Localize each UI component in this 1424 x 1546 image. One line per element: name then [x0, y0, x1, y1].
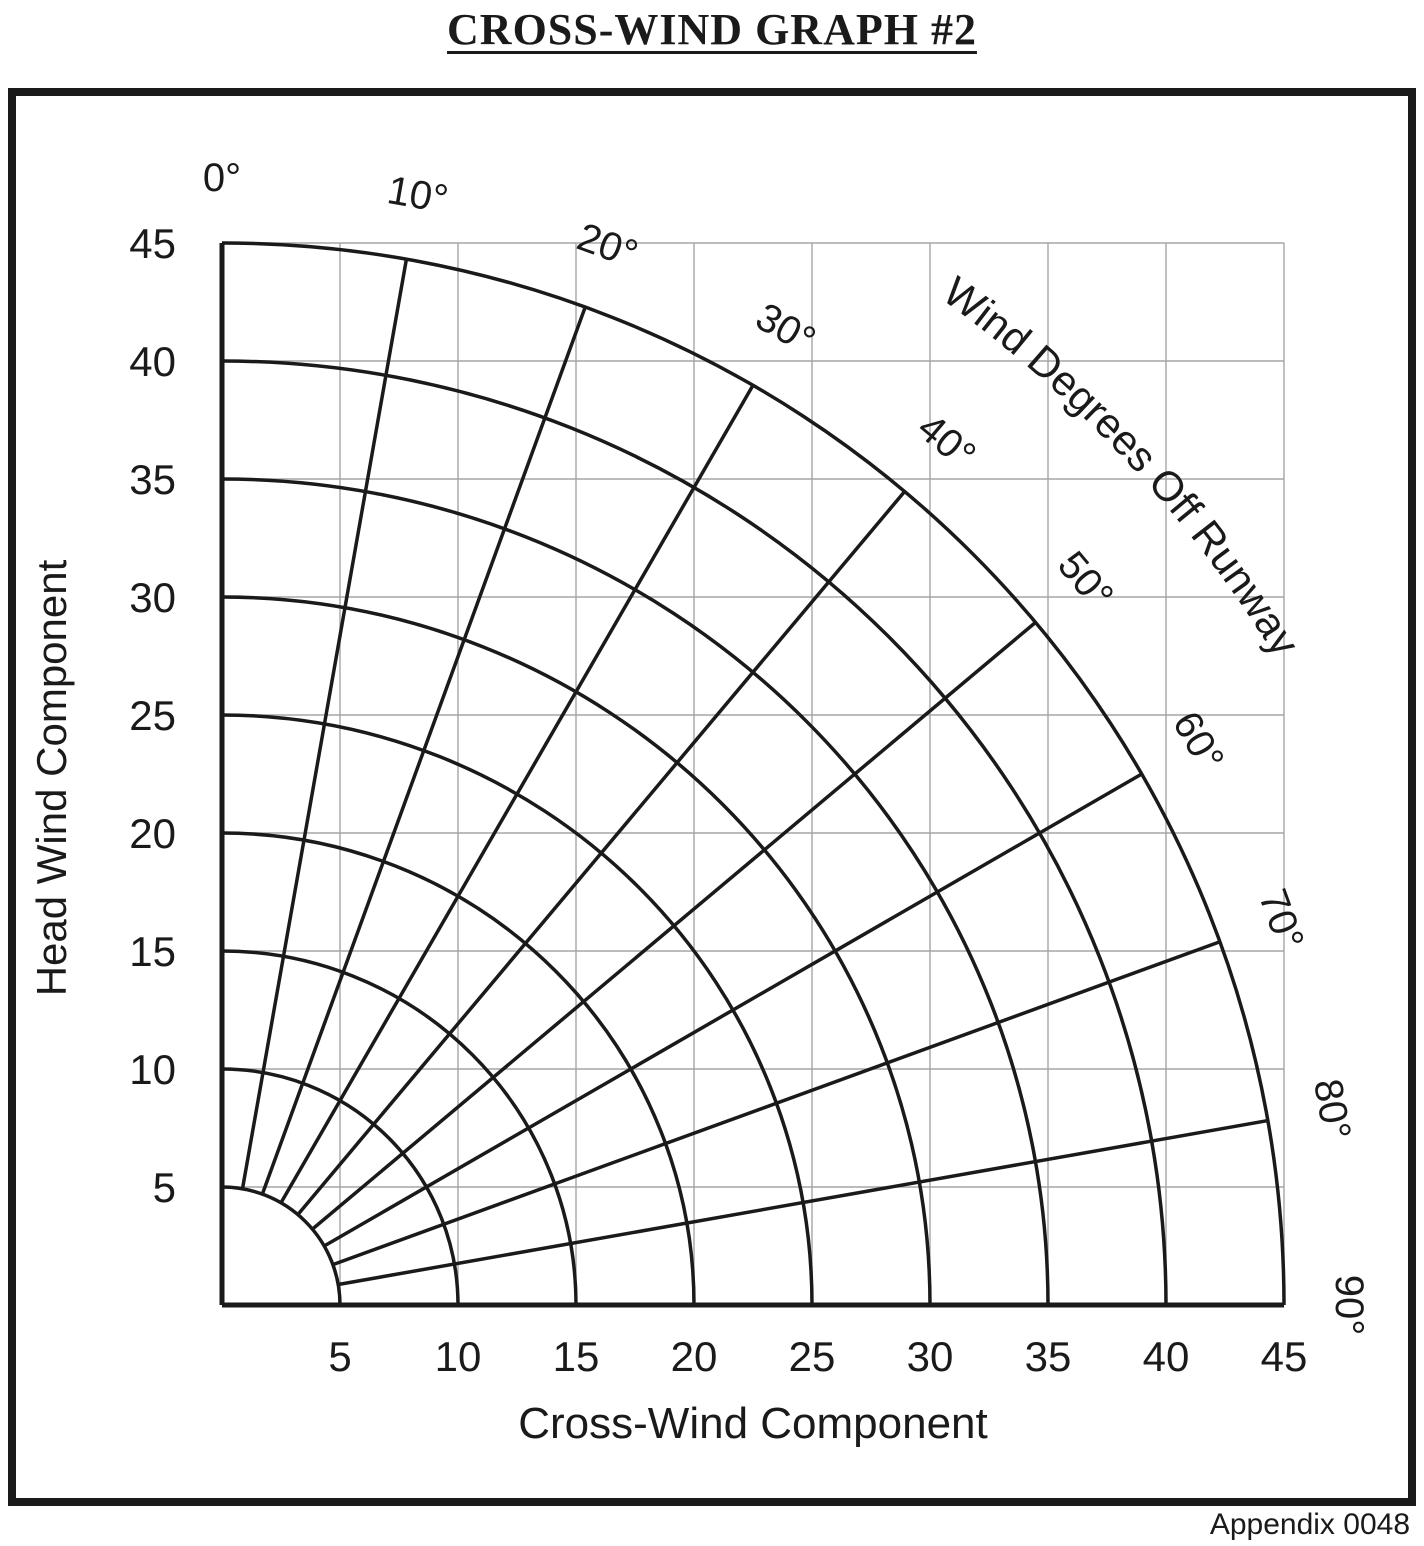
x-axis-tick-label: 40 [1143, 1333, 1190, 1380]
wind-angle-label: 20° [572, 215, 644, 277]
y-axis-tick-label: 35 [129, 456, 176, 503]
x-axis-title: Cross-Wind Component [518, 1399, 988, 1448]
wind-angle-label: 70° [1250, 884, 1312, 956]
wind-angle-line [240, 258, 409, 1190]
x-axis-tick-label: 45 [1261, 1333, 1308, 1380]
wind-angle-line [279, 384, 755, 1204]
wind-speed-arc [221, 477, 1050, 1306]
wind-angle-line [260, 306, 587, 1195]
x-axis-tick-label: 20 [671, 1333, 718, 1380]
wind-angle-line [296, 490, 906, 1216]
x-axis-tick-label: 25 [789, 1333, 836, 1380]
y-axis-tick-label: 45 [129, 220, 176, 267]
y-axis-tick-label: 5 [153, 1164, 176, 1211]
crosswind-polar-chart: 5 10 15 20 25 30 35 40 45 5 10 15 20 25 30 35 40 45 0° 10° 2… [8, 88, 1416, 1506]
wind-angle-line [337, 1118, 1269, 1287]
wind-speed-arc [221, 831, 696, 1306]
x-axis-tick-label: 30 [907, 1333, 954, 1380]
x-axis-tick-label: 10 [435, 1333, 482, 1380]
x-axis-tick-label: 15 [553, 1333, 600, 1380]
wind-angle-label: 40° [909, 405, 984, 478]
wind-angle-label: 10° [384, 168, 451, 222]
chart-border [8, 88, 1416, 1506]
y-axis-tick-label: 40 [129, 338, 176, 385]
wind-angle-line [323, 772, 1143, 1248]
wind-speed-arc [221, 1185, 342, 1306]
wind-angle-label: 50° [1049, 543, 1122, 618]
wind-speed-arc [221, 713, 814, 1306]
x-axis-tick-label: 35 [1025, 1333, 1072, 1380]
wind-angle-label: 80° [1305, 1076, 1359, 1143]
chart-title: CROSS-WIND GRAPH #2 [447, 5, 977, 54]
y-axis-tick-label: 25 [129, 692, 176, 739]
wind-angle-label: 0° [203, 156, 241, 200]
wind-speed-arc [221, 949, 578, 1306]
angle-axis-title: Wind Degrees Off Runway [935, 267, 1309, 663]
wind-speed-arc [221, 1067, 460, 1306]
wind-angle-label: 90° [1327, 1275, 1371, 1336]
wind-speed-arc [221, 595, 932, 1306]
wind-speed-arc [221, 241, 1286, 1306]
chart-frame: 5 10 15 20 25 30 35 40 45 5 10 15 20 25 30 35 40 45 0° 10° 2… [8, 88, 1416, 1506]
appendix-label: Appendix 0048 [1209, 1508, 1410, 1541]
y-axis-tick-label: 15 [129, 928, 176, 975]
y-axis-tick-label: 30 [129, 574, 176, 621]
wind-angle-line [311, 621, 1037, 1231]
y-axis-tick-label: 20 [129, 810, 176, 857]
wind-angle-line [332, 940, 1221, 1267]
x-axis-tick-label: 5 [328, 1333, 351, 1380]
wind-speed-arc [221, 359, 1168, 1306]
y-axis-tick-label: 10 [129, 1046, 176, 1093]
y-axis-title: Head Wind Component [28, 559, 75, 996]
